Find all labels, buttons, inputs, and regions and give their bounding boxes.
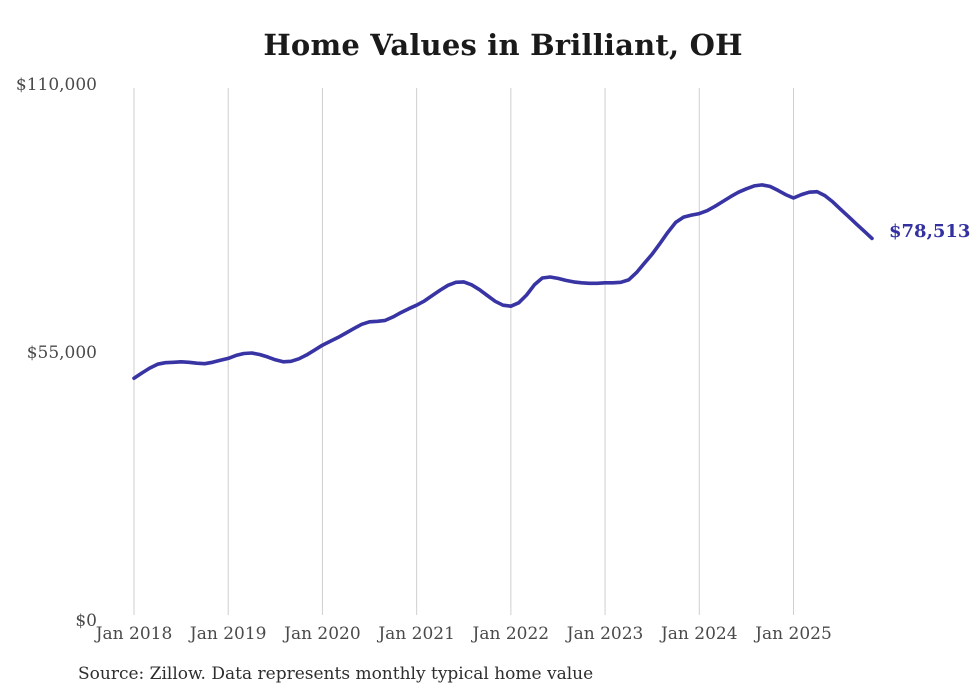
x-tick-label: Jan 2025 xyxy=(755,624,832,644)
x-tick-label: Jan 2021 xyxy=(378,624,455,644)
y-tick-label: $110,000 xyxy=(15,75,97,95)
x-tick-label: Jan 2018 xyxy=(95,624,173,644)
x-tick-label: Jan 2022 xyxy=(472,624,550,644)
y-tick-label: $0 xyxy=(75,611,97,631)
source-note: Source: Zillow. Data represents monthly … xyxy=(78,664,594,684)
x-tick-label: Jan 2023 xyxy=(566,624,644,644)
x-tick-label: Jan 2024 xyxy=(660,624,738,644)
x-tick-label: Jan 2019 xyxy=(189,624,267,644)
home-value-line xyxy=(132,183,874,381)
current-value-label: $78,513 xyxy=(889,221,971,243)
chart-title: Home Values in Brilliant, OH xyxy=(263,28,743,62)
y-tick-label: $55,000 xyxy=(26,343,97,363)
x-tick-label: Jan 2020 xyxy=(284,624,361,644)
